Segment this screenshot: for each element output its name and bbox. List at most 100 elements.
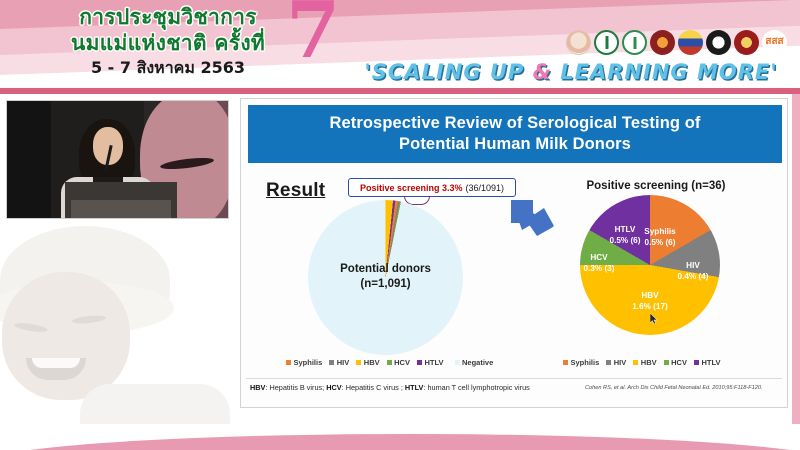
footnote-hcv-bold: HCV [326, 383, 342, 392]
source-citation: Cohen RS, et al. Arch Dis Child Fetal Ne… [585, 385, 763, 391]
legend-item-hbv-right: HBV [633, 358, 657, 367]
black-circle-logo-icon [706, 29, 731, 55]
tagline-part2: LEARNING MORE' [551, 60, 778, 84]
green-health-logo-1-icon [594, 29, 619, 55]
legend-item-syphilis: Syphilis [286, 358, 322, 367]
legend-label-hbv: HBV [363, 358, 380, 367]
footnote-hcv-text: : Hepatitis C virus ; [341, 383, 405, 392]
legend-item-hcv-right: HCV [663, 358, 687, 367]
pie-left-label-line2: (n=1,091) [360, 278, 411, 290]
legend-left-chart: Syphilis HIV HBV HCV HTLV Negative [286, 358, 493, 367]
legend-item-hiv-right: HIV [606, 358, 626, 367]
banner-bottom-edge [0, 88, 800, 94]
watermark-mouth [26, 358, 86, 380]
legend-label-syphilis-right: Syphilis [570, 358, 600, 367]
legend-swatch-hiv-right [606, 360, 612, 365]
watermark-face [2, 272, 130, 400]
tagline-part1: 'SCALING UP [364, 60, 533, 84]
footnote-hbv-text: : Hepatitis B virus; [265, 383, 327, 392]
slice-hcv-name: HCV [590, 253, 608, 262]
pie-left-center-label: Potential donors (n=1,091) [318, 262, 453, 292]
green-health-logo-2-icon [622, 29, 647, 55]
callout-percentage: Positive screening 3.3% [359, 182, 463, 193]
slice-hbv-name: HBV [641, 291, 659, 300]
thai-royal-emblem-logo-icon [678, 29, 703, 55]
slide-title-bar: Retrospective Review of Serological Test… [248, 105, 782, 163]
slice-htlv-name: HTLV [614, 225, 636, 234]
legend-label-hiv-right: HIV [613, 358, 627, 367]
legend-item-htlv-right: HTLV [693, 358, 721, 367]
legend-item-syphilis-right: Syphilis [563, 358, 599, 367]
legend-swatch-hbv-right [633, 360, 639, 365]
slice-label-hbv: HBV 1.6% (17) [622, 291, 678, 312]
right-pink-edge [792, 94, 800, 424]
footnote-htlv-bold: HTLV [404, 383, 424, 392]
watermark-body [80, 384, 230, 424]
legend-item-hbv: HBV [356, 358, 380, 367]
legend-swatch-htlv [416, 360, 422, 365]
footer-pink-curve [0, 434, 800, 450]
abbreviations-footnote: HBV: Hepatitis B virus; HCV: Hepatitis C… [250, 383, 530, 392]
mother-child-logo-icon [566, 29, 591, 55]
conference-title-line1: การประชุมวิชาการ [79, 5, 257, 29]
edition-number: 7 [286, 0, 341, 76]
legend-swatch-negative [454, 360, 460, 365]
legend-swatch-htlv-right [693, 360, 699, 365]
legend-label-hbv-right: HBV [640, 358, 657, 367]
background-child-watermark [0, 224, 246, 424]
slice-hbv-value: 1.6% (17) [632, 301, 668, 311]
slide-title-line1: Retrospective Review of Serological Test… [329, 114, 701, 132]
legend-swatch-syphilis [286, 360, 291, 365]
slice-label-htlv: HTLV 0.5% (6) [598, 225, 652, 246]
legend-label-hcv-right: HCV [671, 358, 687, 367]
slice-syphilis-name: Syphilis [644, 227, 676, 236]
legend-right-chart: Syphilis HIV HBV HCV HTLV [563, 358, 721, 367]
legend-label-htlv: HTLV [424, 358, 444, 367]
pie-left [308, 200, 463, 355]
legend-label-htlv-right: HTLV [701, 358, 721, 367]
watermark-teeth [32, 358, 80, 368]
pie-right [580, 195, 720, 335]
legend-item-htlv: HTLV [416, 358, 444, 367]
slice-hcv-value: 0.3% (3) [583, 263, 615, 273]
sponsor-logo-row [566, 26, 796, 58]
dark-red-emblem-logo-icon [650, 29, 675, 55]
red-crest-logo-icon [734, 29, 759, 55]
mouse-cursor-icon [650, 313, 658, 324]
legend-swatch-hcv [386, 360, 392, 365]
arrow-right-down-icon [511, 200, 554, 236]
right-chart-heading: Positive screening (n=36) [586, 180, 726, 192]
legend-item-negative: Negative [454, 358, 494, 367]
legend-swatch-syphilis-right [563, 360, 568, 365]
legend-label-syphilis: Syphilis [293, 358, 323, 367]
slice-label-hcv: HCV 0.3% (3) [574, 253, 624, 274]
legend-swatch-hcv-right [663, 360, 669, 365]
result-label: Result [266, 180, 326, 201]
positive-screening-callout: Positive screening 3.3% (36/1091) [348, 178, 516, 197]
footer-pink-band [0, 424, 800, 450]
footnote-divider [246, 378, 782, 379]
sss-thaihealth-logo-icon [762, 29, 787, 55]
slice-label-syphilis: Syphilis 0.5% (6) [632, 227, 688, 248]
podium-base [71, 200, 171, 218]
chart-positive-screening: Syphilis 0.5% (6) HIV 0.4% (4) HBV 1.6% … [572, 195, 732, 355]
chart-potential-donors: Potential donors (n=1,091) [300, 200, 480, 355]
footnote-htlv-text: : human T cell lymphotropic virus [423, 383, 530, 392]
conference-title-block: การประชุมวิชาการ นมแม่แห่งชาติ ครั้งที่ … [18, 4, 318, 79]
legend-item-hcv: HCV [386, 358, 410, 367]
slice-htlv-value: 0.5% (6) [609, 235, 641, 245]
watermark-hat-brim [0, 282, 174, 334]
slice-hiv-value: 0.4% (4) [677, 271, 709, 281]
legend-item-hiv: HIV [329, 358, 349, 367]
callout-fraction: (36/1091) [465, 182, 505, 193]
legend-swatch-hbv [356, 360, 362, 365]
conference-banner: การประชุมวิชาการ นมแม่แห่งชาติ ครั้งที่ … [0, 0, 800, 94]
pie-left-label-line1: Potential donors [340, 263, 431, 275]
watermark-hat [0, 226, 170, 334]
slice-syphilis-value: 0.5% (6) [644, 237, 676, 247]
legend-label-negative: Negative [462, 358, 494, 367]
slice-label-hiv: HIV 0.4% (4) [668, 261, 718, 282]
speaker-video-thumbnail[interactable] [6, 100, 229, 219]
legend-label-hiv: HIV [336, 358, 350, 367]
conference-date: 5 - 7 สิงหาคม 2563 [90, 58, 246, 77]
